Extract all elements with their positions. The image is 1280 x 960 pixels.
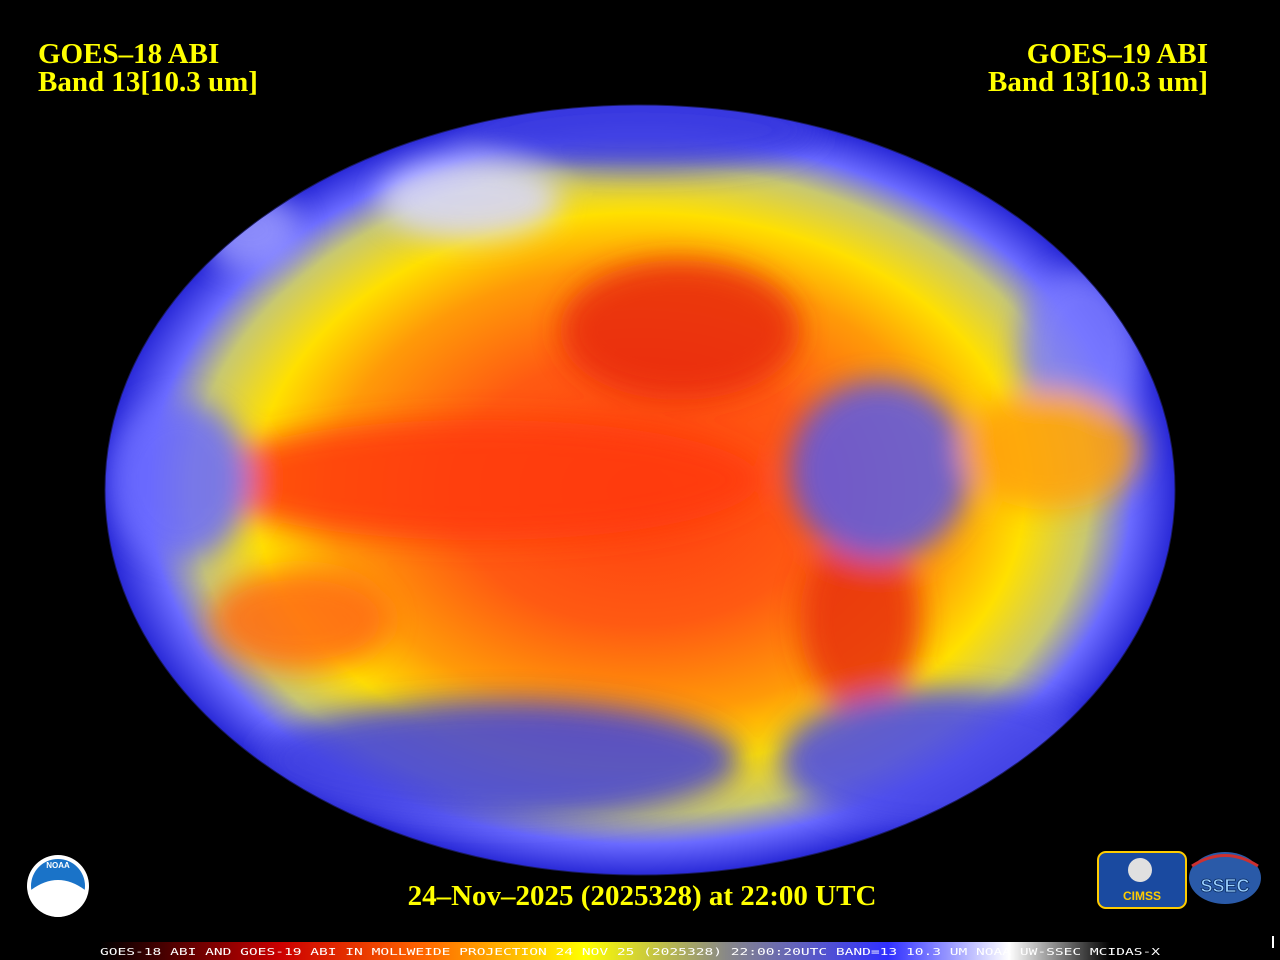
noaa-label: NOAA [46, 861, 70, 870]
globe-image [105, 105, 1175, 875]
cimss-label: CIMSS [1123, 889, 1161, 903]
cimss-logo: CIMSS [1097, 851, 1187, 909]
globe-rim [104, 104, 1176, 876]
caption: GOES-18 ABI AND GOES-19 ABI IN MOLLWEIDE… [100, 947, 1160, 958]
left-satellite: GOES–18 ABI [38, 38, 219, 70]
right-satellite: GOES–19 ABI [1027, 38, 1208, 70]
ssec-label: SSEC [1200, 876, 1249, 896]
right-band: Band 13[10.3 um] [988, 66, 1208, 98]
scale-tick [1272, 936, 1274, 948]
ssec-logo: SSEC [1189, 852, 1261, 904]
color-bar [100, 942, 1110, 960]
timestamp: 24–Nov–2025 (2025328) at 22:00 UTC [408, 880, 877, 912]
left-band: Band 13[10.3 um] [38, 66, 258, 98]
noaa-logo: NOAA [27, 855, 89, 917]
